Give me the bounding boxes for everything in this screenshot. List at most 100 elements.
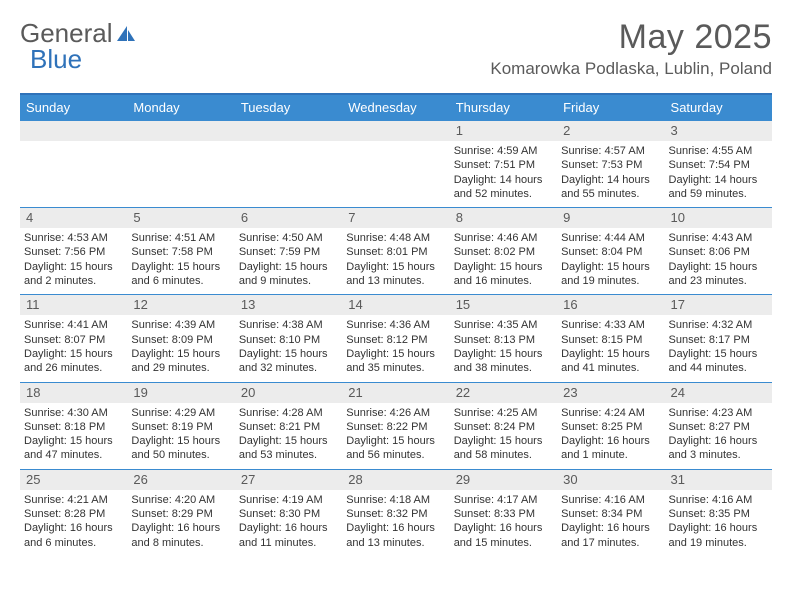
sunrise-text: Sunrise: 4:48 AM	[346, 231, 445, 245]
day-cell: 25Sunrise: 4:21 AMSunset: 8:28 PMDayligh…	[20, 470, 127, 556]
day-body: Sunrise: 4:30 AMSunset: 8:18 PMDaylight:…	[20, 403, 127, 469]
day-number: 6	[235, 208, 342, 228]
day-cell: 22Sunrise: 4:25 AMSunset: 8:24 PMDayligh…	[450, 383, 557, 469]
day-cell: 24Sunrise: 4:23 AMSunset: 8:27 PMDayligh…	[665, 383, 772, 469]
sunrise-text: Sunrise: 4:17 AM	[454, 493, 553, 507]
sunset-text: Sunset: 8:29 PM	[131, 507, 230, 521]
day-cell: 18Sunrise: 4:30 AMSunset: 8:18 PMDayligh…	[20, 383, 127, 469]
day-body: Sunrise: 4:35 AMSunset: 8:13 PMDaylight:…	[450, 315, 557, 381]
logo-sail-icon	[115, 24, 137, 44]
daylight-text: Daylight: 15 hours and 50 minutes.	[131, 434, 230, 463]
sunrise-text: Sunrise: 4:41 AM	[24, 318, 123, 332]
day-number: 25	[20, 470, 127, 490]
logo-line2: Blue	[30, 44, 82, 75]
daylight-text: Daylight: 15 hours and 29 minutes.	[131, 347, 230, 376]
sunset-text: Sunset: 8:28 PM	[24, 507, 123, 521]
day-body: Sunrise: 4:32 AMSunset: 8:17 PMDaylight:…	[665, 315, 772, 381]
daylight-text: Daylight: 15 hours and 9 minutes.	[239, 260, 338, 289]
sunrise-text: Sunrise: 4:50 AM	[239, 231, 338, 245]
sunset-text: Sunset: 8:21 PM	[239, 420, 338, 434]
day-number	[235, 121, 342, 141]
daylight-text: Daylight: 16 hours and 13 minutes.	[346, 521, 445, 550]
sunset-text: Sunset: 8:17 PM	[669, 333, 768, 347]
day-cell: 1Sunrise: 4:59 AMSunset: 7:51 PMDaylight…	[450, 121, 557, 207]
day-cell: 7 Sunrise: 4:48 AMSunset: 8:01 PMDaylight…	[342, 208, 449, 294]
day-cell: 11Sunrise: 4:41 AMSunset: 8:07 PMDayligh…	[20, 295, 127, 381]
day-cell: 2Sunrise: 4:57 AMSunset: 7:53 PMDaylight…	[557, 121, 664, 207]
day-number: 8	[450, 208, 557, 228]
day-cell: 21Sunrise: 4:26 AMSunset: 8:22 PMDayligh…	[342, 383, 449, 469]
day-cell: 19Sunrise: 4:29 AMSunset: 8:19 PMDayligh…	[127, 383, 234, 469]
day-cell: 16Sunrise: 4:33 AMSunset: 8:15 PMDayligh…	[557, 295, 664, 381]
sunset-text: Sunset: 8:12 PM	[346, 333, 445, 347]
day-body: Sunrise: 4:19 AMSunset: 8:30 PMDaylight:…	[235, 490, 342, 556]
day-body: Sunrise: 4:29 AMSunset: 8:19 PMDaylight:…	[127, 403, 234, 469]
daylight-text: Daylight: 15 hours and 6 minutes.	[131, 260, 230, 289]
day-number: 14	[342, 295, 449, 315]
sunset-text: Sunset: 8:33 PM	[454, 507, 553, 521]
daylight-text: Daylight: 15 hours and 35 minutes.	[346, 347, 445, 376]
sunrise-text: Sunrise: 4:25 AM	[454, 406, 553, 420]
daylight-text: Daylight: 15 hours and 23 minutes.	[669, 260, 768, 289]
calendar: SundayMondayTuesdayWednesdayThursdayFrid…	[20, 93, 772, 556]
sunrise-text: Sunrise: 4:32 AM	[669, 318, 768, 332]
day-body: Sunrise: 4:38 AMSunset: 8:10 PMDaylight:…	[235, 315, 342, 381]
week-row: 25Sunrise: 4:21 AMSunset: 8:28 PMDayligh…	[20, 469, 772, 556]
day-cell: 6Sunrise: 4:50 AMSunset: 7:59 PMDaylight…	[235, 208, 342, 294]
day-body: Sunrise: 4:24 AMSunset: 8:25 PMDaylight:…	[557, 403, 664, 469]
day-cell: 26Sunrise: 4:20 AMSunset: 8:29 PMDayligh…	[127, 470, 234, 556]
sunset-text: Sunset: 8:19 PM	[131, 420, 230, 434]
day-number: 18	[20, 383, 127, 403]
sunrise-text: Sunrise: 4:26 AM	[346, 406, 445, 420]
sunrise-text: Sunrise: 4:38 AM	[239, 318, 338, 332]
day-number	[20, 121, 127, 141]
day-body: Sunrise: 4:53 AMSunset: 7:56 PMDaylight:…	[20, 228, 127, 294]
day-number: 28	[342, 470, 449, 490]
daylight-text: Daylight: 15 hours and 13 minutes.	[346, 260, 445, 289]
day-body: Sunrise: 4:18 AMSunset: 8:32 PMDaylight:…	[342, 490, 449, 556]
day-body: Sunrise: 4:55 AMSunset: 7:54 PMDaylight:…	[665, 141, 772, 207]
sunrise-text: Sunrise: 4:43 AM	[669, 231, 768, 245]
day-number: 2	[557, 121, 664, 141]
day-cell: 13Sunrise: 4:38 AMSunset: 8:10 PMDayligh…	[235, 295, 342, 381]
day-cell: 20Sunrise: 4:28 AMSunset: 8:21 PMDayligh…	[235, 383, 342, 469]
sunset-text: Sunset: 8:34 PM	[561, 507, 660, 521]
daylight-text: Daylight: 16 hours and 3 minutes.	[669, 434, 768, 463]
sunset-text: Sunset: 8:04 PM	[561, 245, 660, 259]
day-cell	[20, 121, 127, 207]
dow-cell: Saturday	[665, 95, 772, 120]
day-body: Sunrise: 4:23 AMSunset: 8:27 PMDaylight:…	[665, 403, 772, 469]
sunset-text: Sunset: 8:01 PM	[346, 245, 445, 259]
day-number: 15	[450, 295, 557, 315]
day-cell: 29Sunrise: 4:17 AMSunset: 8:33 PMDayligh…	[450, 470, 557, 556]
day-cell: 4Sunrise: 4:53 AMSunset: 7:56 PMDaylight…	[20, 208, 127, 294]
day-number: 4	[20, 208, 127, 228]
daylight-text: Daylight: 15 hours and 41 minutes.	[561, 347, 660, 376]
dow-cell: Friday	[557, 95, 664, 120]
dow-row: SundayMondayTuesdayWednesdayThursdayFrid…	[20, 95, 772, 120]
day-number: 29	[450, 470, 557, 490]
day-number: 12	[127, 295, 234, 315]
month-title: May 2025	[490, 18, 772, 57]
logo-text-blue: Blue	[30, 44, 82, 75]
day-body: Sunrise: 4:17 AMSunset: 8:33 PMDaylight:…	[450, 490, 557, 556]
daylight-text: Daylight: 16 hours and 17 minutes.	[561, 521, 660, 550]
location: Komarowka Podlaska, Lublin, Poland	[490, 59, 772, 79]
daylight-text: Daylight: 16 hours and 15 minutes.	[454, 521, 553, 550]
dow-cell: Tuesday	[235, 95, 342, 120]
sunset-text: Sunset: 8:13 PM	[454, 333, 553, 347]
sunrise-text: Sunrise: 4:57 AM	[561, 144, 660, 158]
sunrise-text: Sunrise: 4:51 AM	[131, 231, 230, 245]
week-row: 18Sunrise: 4:30 AMSunset: 8:18 PMDayligh…	[20, 382, 772, 469]
day-number: 7	[342, 208, 449, 228]
daylight-text: Daylight: 14 hours and 55 minutes.	[561, 173, 660, 202]
daylight-text: Daylight: 16 hours and 6 minutes.	[24, 521, 123, 550]
sunset-text: Sunset: 8:27 PM	[669, 420, 768, 434]
day-cell: 31Sunrise: 4:16 AMSunset: 8:35 PMDayligh…	[665, 470, 772, 556]
sunrise-text: Sunrise: 4:18 AM	[346, 493, 445, 507]
day-number: 20	[235, 383, 342, 403]
day-body: Sunrise: 4:16 AMSunset: 8:34 PMDaylight:…	[557, 490, 664, 556]
day-number	[127, 121, 234, 141]
day-body: Sunrise: 4:57 AMSunset: 7:53 PMDaylight:…	[557, 141, 664, 207]
daylight-text: Daylight: 15 hours and 58 minutes.	[454, 434, 553, 463]
